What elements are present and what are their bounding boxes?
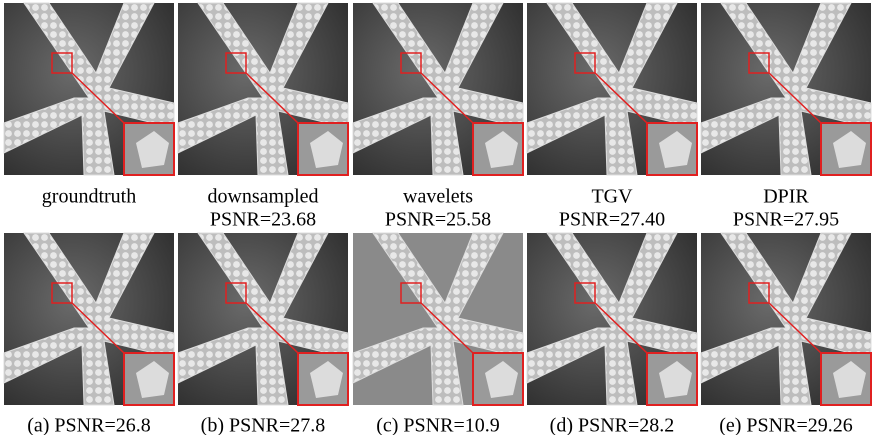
caption: TGV [591, 186, 633, 208]
panel-image [178, 233, 348, 405]
panel-image [527, 3, 697, 175]
panel-image [701, 3, 871, 175]
panel-image [353, 3, 523, 175]
caption: PSNR=23.68 [210, 209, 316, 231]
caption: PSNR=25.58 [385, 209, 491, 231]
caption: (b) PSNR=27.8 [201, 415, 326, 435]
caption: groundtruth [42, 186, 136, 208]
panel-image [527, 233, 697, 405]
caption: (d) PSNR=28.2 [550, 415, 675, 435]
panel-image [178, 3, 348, 175]
figure: groundtruth downsampledPSNR=23.68 wavelets… [0, 0, 873, 435]
caption: (e) PSNR=29.26 [719, 415, 853, 435]
caption: PSNR=27.40 [559, 209, 665, 231]
panel-image [701, 233, 871, 405]
panel-image [4, 3, 174, 175]
caption: wavelets [403, 186, 473, 208]
caption: (a) PSNR=26.8 [27, 415, 151, 435]
caption: downsampled [207, 186, 318, 208]
caption: (c) PSNR=10.9 [376, 415, 500, 435]
caption: DPIR [763, 186, 809, 208]
caption: PSNR=27.95 [733, 209, 839, 231]
panel-image [4, 233, 174, 405]
panel-image [353, 233, 523, 405]
